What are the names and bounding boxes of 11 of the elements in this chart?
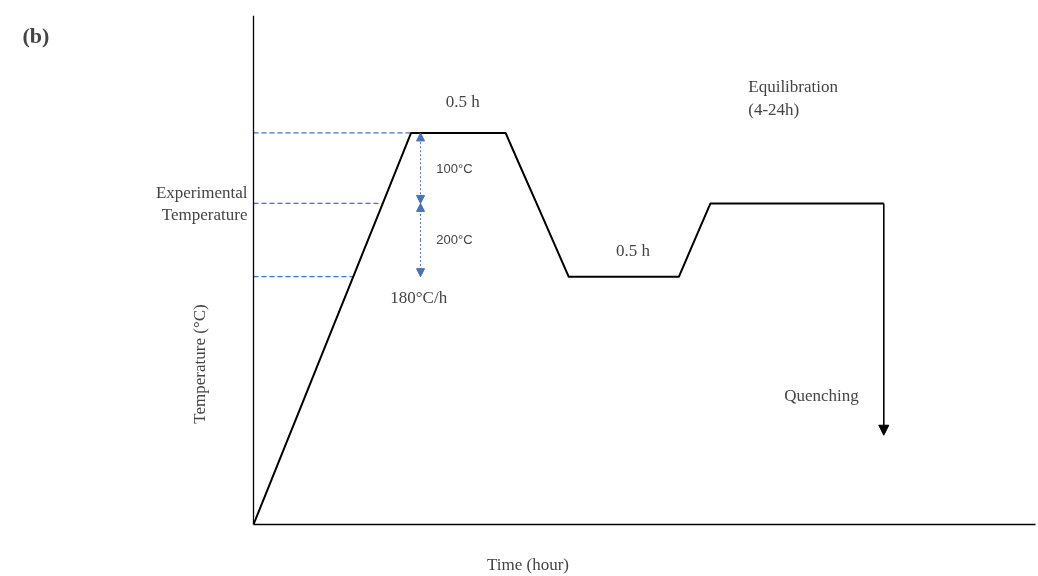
annotation: 100°C [436,160,473,176]
ref-line-label: Experimental Temperature [155,182,248,225]
annotation: 180°C/h [390,287,448,307]
annotation: 200°C [436,232,473,248]
text: (b) [22,22,50,48]
text: 0.5 h [445,92,481,112]
y-axis-title: Temperature (°C) [189,304,209,424]
text: Equilibration (4-24h) [748,76,839,119]
x-axis-title: Time (hour) [486,554,570,574]
annotation: 0.5 h [615,240,651,260]
annotation: Quenching [784,385,860,405]
